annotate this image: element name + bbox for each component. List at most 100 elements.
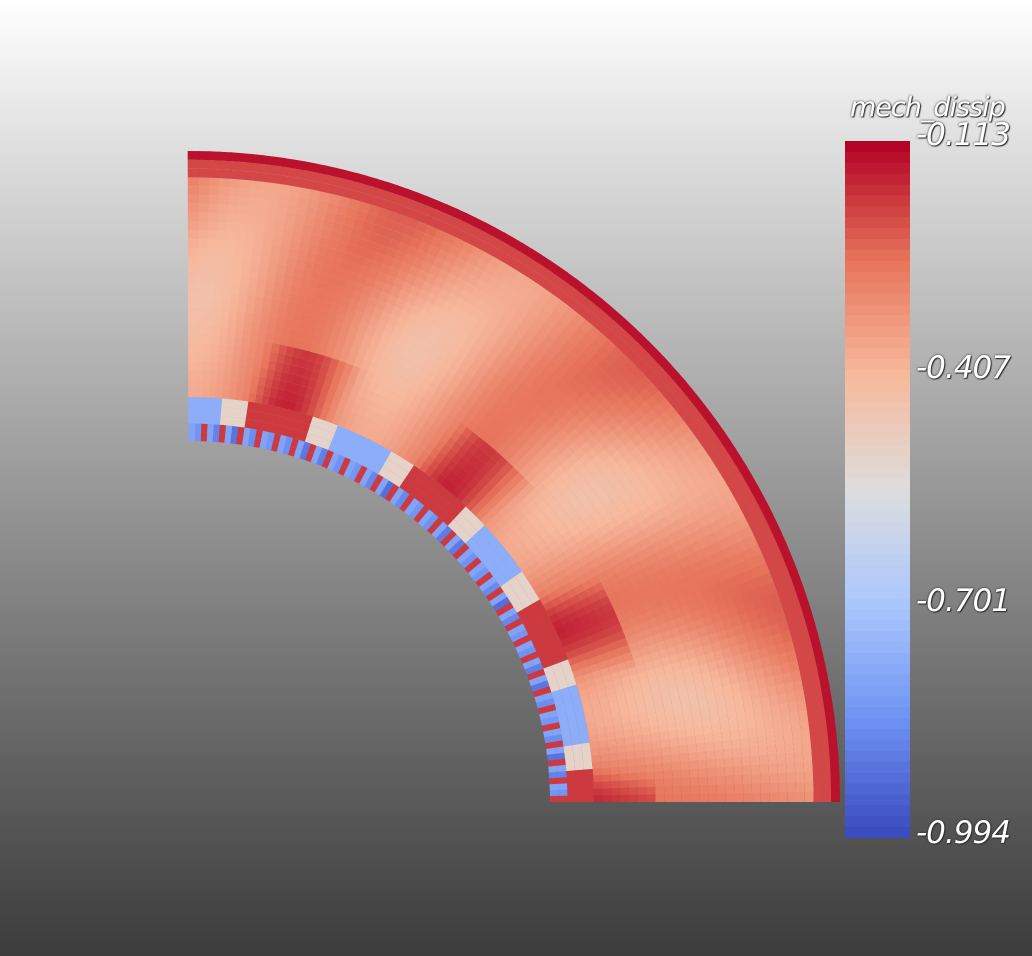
field-cell xyxy=(743,599,756,613)
field-cell xyxy=(626,749,636,759)
field-cell xyxy=(231,267,242,277)
field-cell xyxy=(624,689,635,701)
field-cell xyxy=(217,433,226,443)
scalar-bar-cell xyxy=(845,500,910,512)
field-cell xyxy=(313,253,326,265)
field-cell xyxy=(544,522,557,535)
field-cell xyxy=(303,296,316,307)
field-cell xyxy=(226,407,235,418)
field-cell xyxy=(247,277,258,288)
field-cell xyxy=(482,586,494,597)
field-cell xyxy=(499,565,511,577)
field-cell xyxy=(793,740,803,753)
field-cell xyxy=(273,325,284,336)
field-cell xyxy=(651,658,663,670)
field-cell xyxy=(718,608,731,621)
field-cell xyxy=(232,337,243,348)
field-cell xyxy=(620,786,629,795)
field-cell xyxy=(223,248,235,259)
field-cell xyxy=(432,228,447,241)
field-cell xyxy=(233,240,245,251)
field-cell xyxy=(208,380,217,390)
scalar-bar-cell xyxy=(845,783,910,796)
field-cell xyxy=(523,470,536,484)
field-cell xyxy=(516,488,529,501)
field-cell xyxy=(233,329,244,339)
field-cell xyxy=(317,236,331,248)
field-cell xyxy=(599,746,609,755)
field-cell xyxy=(208,160,221,170)
field-cell xyxy=(461,438,474,451)
field-cell xyxy=(414,220,428,233)
field-cell xyxy=(342,251,355,264)
field-cell xyxy=(384,181,399,194)
field-cell xyxy=(497,533,509,546)
field-cell xyxy=(504,621,516,632)
field-cell xyxy=(785,561,799,576)
field-cell xyxy=(470,504,482,516)
field-cell xyxy=(218,424,227,434)
field-cell xyxy=(224,231,236,241)
field-cell xyxy=(806,707,817,721)
field-cell xyxy=(760,695,771,708)
field-cell xyxy=(258,367,268,378)
field-cell xyxy=(636,763,646,773)
scalar-bar xyxy=(845,141,910,838)
field-cell xyxy=(701,715,712,726)
field-cell xyxy=(708,631,720,644)
field-cell xyxy=(741,650,753,663)
field-cell xyxy=(188,344,197,354)
field-cell xyxy=(450,486,462,498)
field-cell xyxy=(705,749,716,760)
scalar-bar-cell xyxy=(845,228,910,240)
field-cell xyxy=(578,728,589,738)
field-cell xyxy=(679,751,689,762)
field-cell xyxy=(426,523,438,535)
field-cell xyxy=(484,518,496,531)
field-cell xyxy=(557,776,568,784)
field-cell xyxy=(329,184,343,197)
field-cell xyxy=(461,472,474,485)
field-cell xyxy=(495,467,508,480)
field-cell xyxy=(693,645,706,657)
field-cell xyxy=(243,312,254,323)
field-cell xyxy=(407,237,422,250)
field-cell xyxy=(456,456,469,469)
field-cell xyxy=(321,174,335,186)
field-cell xyxy=(547,759,557,767)
field-cell xyxy=(277,380,287,391)
field-cell xyxy=(383,480,395,492)
field-cell xyxy=(293,302,305,314)
field-cell xyxy=(372,463,383,475)
field-cell xyxy=(449,216,464,230)
field-cell xyxy=(225,337,235,347)
field-cell xyxy=(471,571,483,583)
field-cell xyxy=(250,375,260,386)
field-cell xyxy=(789,710,800,723)
field-cell xyxy=(247,339,258,350)
field-cell xyxy=(299,349,310,360)
field-cell xyxy=(816,663,828,677)
field-cell xyxy=(404,217,419,230)
field-cell xyxy=(187,194,199,204)
field-cell xyxy=(215,371,225,381)
field-cell xyxy=(568,723,579,733)
field-cell xyxy=(398,501,410,512)
field-cell xyxy=(241,250,253,260)
field-cell xyxy=(576,715,587,725)
field-cell xyxy=(474,508,487,521)
field-cell xyxy=(188,282,198,292)
scalar-bar-cell xyxy=(845,652,910,665)
field-cell xyxy=(443,503,455,515)
field-cell xyxy=(520,549,533,561)
field-cell xyxy=(741,689,752,702)
field-cell xyxy=(752,627,765,641)
field-cell xyxy=(219,407,228,417)
field-cell xyxy=(749,744,759,756)
field-cell xyxy=(245,294,256,305)
field-cell xyxy=(803,687,814,701)
field-cell xyxy=(234,223,246,233)
field-cell xyxy=(534,539,547,551)
field-cell xyxy=(438,510,450,522)
